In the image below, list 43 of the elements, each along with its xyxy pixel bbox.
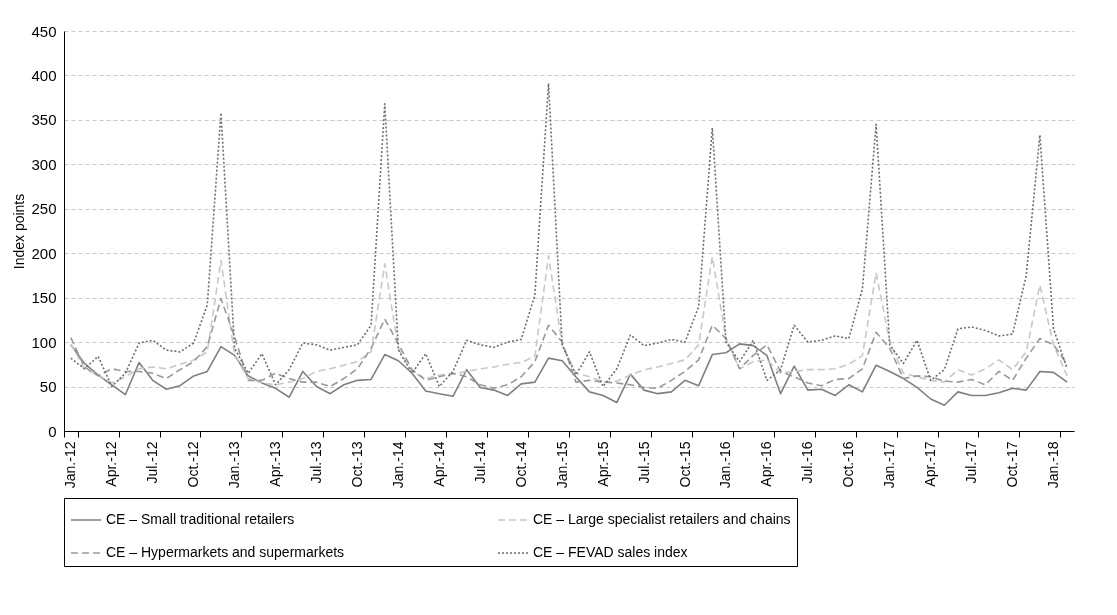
x-tick-label: Jan.-18 bbox=[1045, 441, 1062, 489]
x-tick-label: Oct.-13 bbox=[348, 441, 365, 488]
line-series bbox=[70, 343, 1068, 407]
x-tick-label: Jul.-13 bbox=[308, 441, 324, 484]
y-tick-label: 250 bbox=[31, 200, 57, 218]
legend-label: CE – Hypermarkets and supermarkets bbox=[106, 544, 345, 560]
y-tick-label: 150 bbox=[31, 289, 57, 307]
y-tick-label: 0 bbox=[48, 422, 57, 440]
x-tick-label: Jul.-16 bbox=[799, 441, 816, 484]
y-tick-label: 400 bbox=[31, 66, 57, 84]
legend-label: CE – Small traditional retailers bbox=[106, 511, 295, 527]
y-tick-label: 200 bbox=[31, 244, 57, 262]
x-tick-label: Oct.-15 bbox=[676, 441, 693, 488]
x-tick-label: Apr.-14 bbox=[430, 441, 447, 487]
x-tick-label: Apr.-12 bbox=[103, 441, 120, 487]
line-series bbox=[70, 82, 1068, 388]
x-tick-label: Jul.-12 bbox=[144, 441, 161, 484]
x-tick-label: Jan.-17 bbox=[881, 441, 898, 489]
x-tick-label: Jan.-15 bbox=[553, 441, 570, 489]
y-tick-label: 100 bbox=[31, 333, 57, 351]
x-tick-label: Oct.-16 bbox=[840, 441, 857, 488]
legend-label: CE – Large specialist retailers and chains bbox=[533, 511, 791, 527]
y-axis-title: Index points bbox=[11, 193, 28, 270]
line-series bbox=[70, 297, 1068, 390]
x-tick-label: Jul.-14 bbox=[471, 441, 488, 484]
x-tick-label: Jan.-13 bbox=[226, 441, 243, 489]
x-tick-label: Oct.-17 bbox=[1004, 441, 1021, 488]
legend-label: CE – FEVAD sales index bbox=[533, 544, 688, 560]
y-tick-label: 300 bbox=[31, 155, 57, 173]
y-tick-label: 450 bbox=[31, 22, 57, 40]
x-tick-label: Apr.-15 bbox=[594, 441, 611, 487]
y-tick-label: 350 bbox=[31, 111, 57, 129]
x-tick-label: Jan.-16 bbox=[717, 441, 734, 489]
x-tick-label: Jan.-12 bbox=[62, 441, 79, 489]
x-tick-label: Oct.-12 bbox=[185, 441, 202, 488]
x-tick-label: Apr.-13 bbox=[267, 441, 284, 487]
x-tick-label: Jan.-14 bbox=[389, 441, 406, 489]
x-tick-label: Jul.-15 bbox=[635, 441, 652, 484]
y-tick-label: 50 bbox=[39, 378, 57, 396]
x-tick-label: Apr.-17 bbox=[922, 441, 939, 487]
x-tick-label: Jul.-17 bbox=[963, 441, 980, 484]
x-tick-label: Apr.-16 bbox=[758, 441, 775, 487]
x-tick-label: Oct.-14 bbox=[512, 441, 529, 488]
